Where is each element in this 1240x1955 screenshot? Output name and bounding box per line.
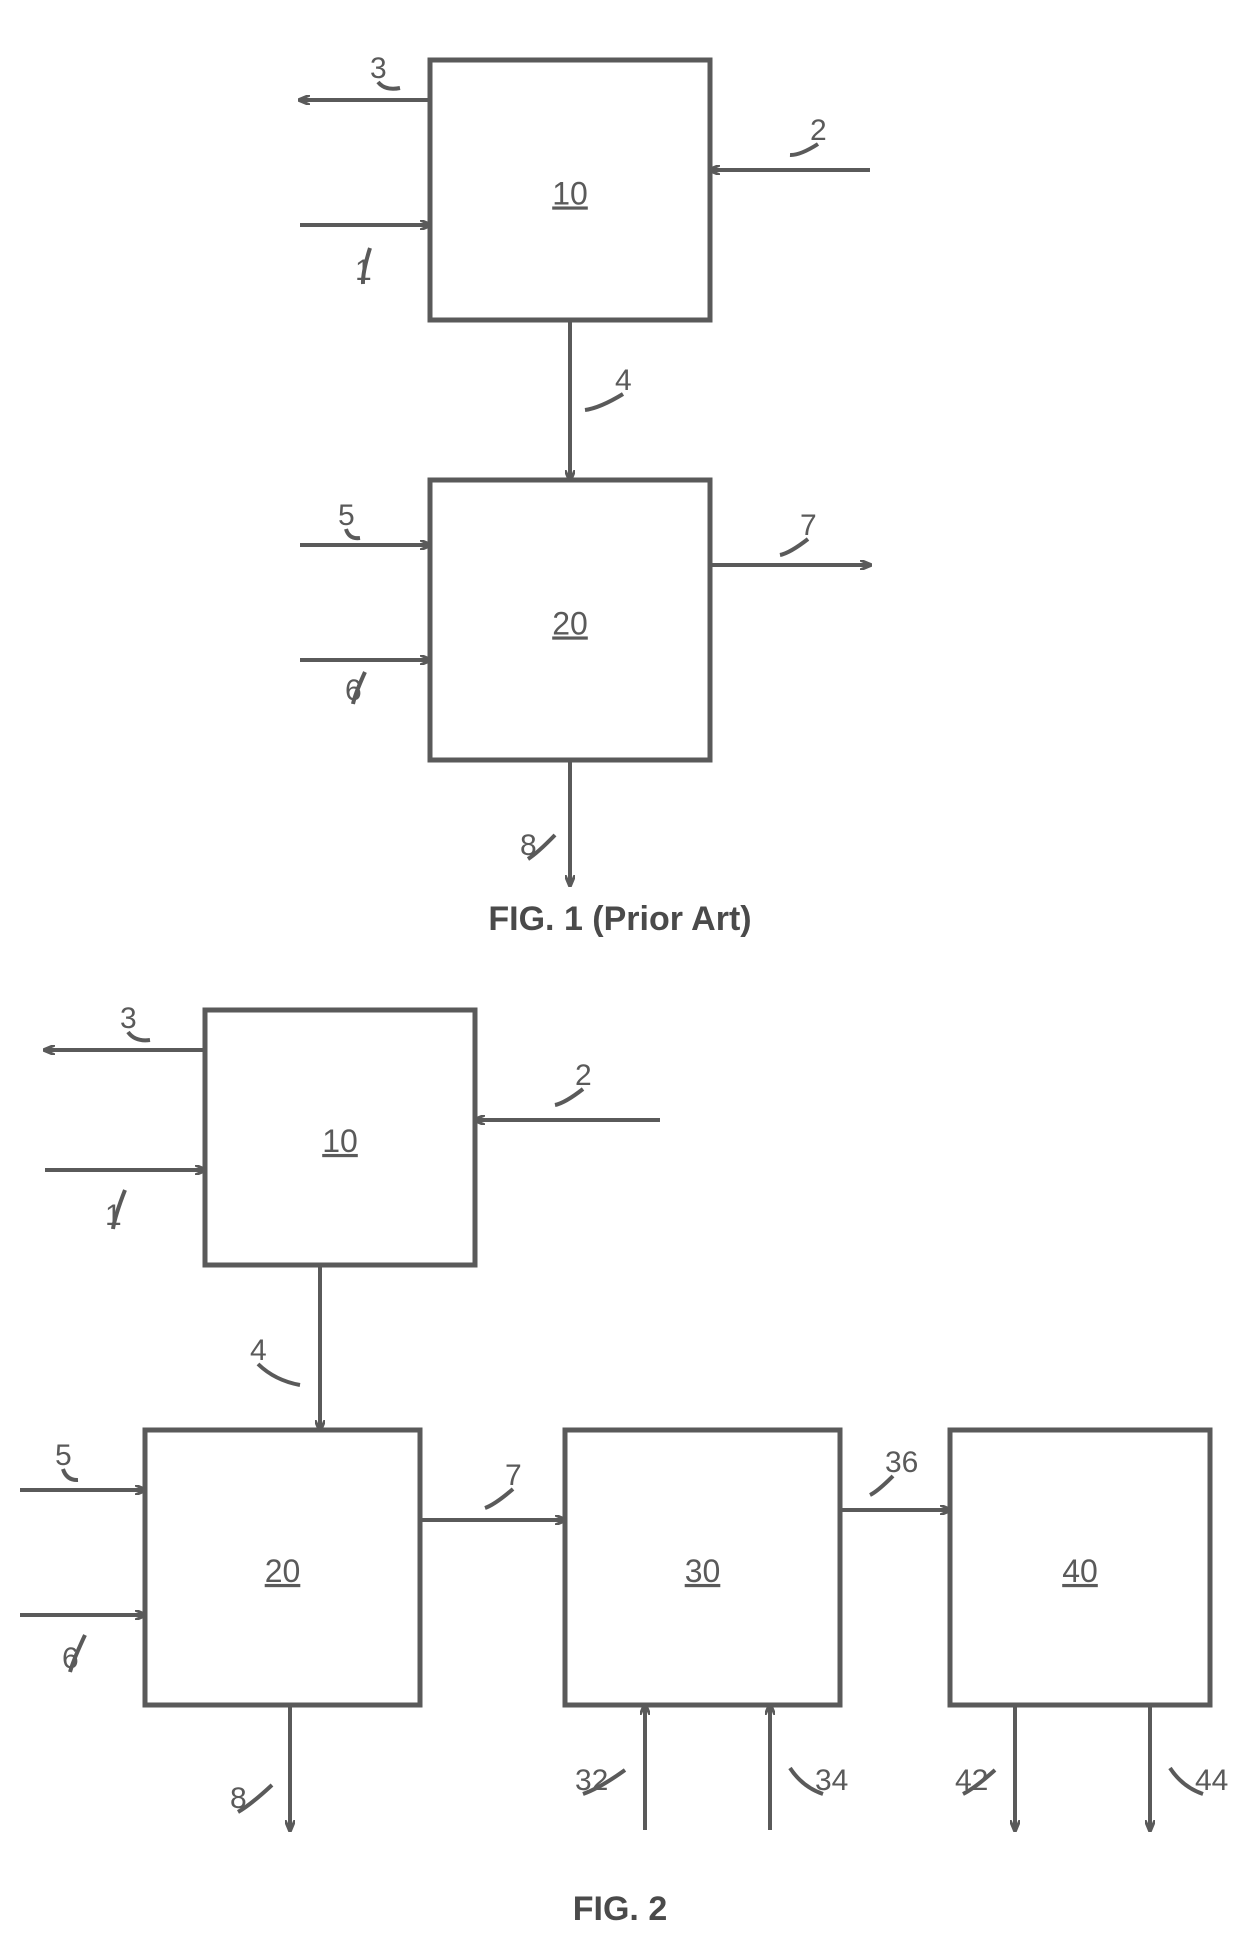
block-label-40: 40 [1062, 1553, 1098, 1589]
arrow-label-36: 36 [885, 1446, 918, 1479]
arrow-label-3: 3 [120, 1002, 137, 1035]
leader-4 [258, 1364, 300, 1385]
arrow-label-3: 3 [370, 52, 387, 85]
arrow-label-4: 4 [615, 364, 632, 397]
fig2-caption: FIG. 2 [573, 1890, 667, 1928]
arrow-label-4: 4 [250, 1334, 267, 1367]
arrow-label-6: 6 [345, 674, 362, 707]
block-label-10: 10 [322, 1123, 358, 1159]
block-label-20: 20 [265, 1553, 301, 1589]
arrow-label-1: 1 [105, 1199, 122, 1232]
arrow-label-8: 8 [520, 829, 537, 862]
arrow-label-6: 6 [62, 1642, 79, 1675]
arrow-label-5: 5 [55, 1439, 72, 1472]
flowchart-diagram: 102032145768FIG. 1 (Prior Art)1020304032… [0, 0, 1240, 1955]
arrow-label-2: 2 [810, 114, 827, 147]
fig2: 10203040321456736832344244FIG. 2 [20, 1002, 1228, 1928]
arrow-label-8: 8 [230, 1782, 247, 1815]
arrow-label-34: 34 [815, 1764, 848, 1797]
arrow-label-5: 5 [338, 499, 355, 532]
arrow-label-1: 1 [355, 254, 372, 287]
arrow-label-7: 7 [505, 1459, 522, 1492]
block-label-10: 10 [552, 175, 588, 211]
arrow-label-42: 42 [955, 1764, 988, 1797]
fig1: 10 20 3 2 1 4 5 7 6 8 FIG. 1 (Prior Art) [300, 52, 870, 938]
block-label-20: 20 [552, 605, 588, 641]
fig1-caption: FIG. 1 (Prior Art) [488, 900, 751, 938]
arrow-label-7: 7 [800, 509, 817, 542]
arrow-label-32: 32 [575, 1764, 608, 1797]
block-label-30: 30 [685, 1553, 721, 1589]
arrow-label-2: 2 [575, 1059, 592, 1092]
arrow-label-44: 44 [1195, 1764, 1228, 1797]
